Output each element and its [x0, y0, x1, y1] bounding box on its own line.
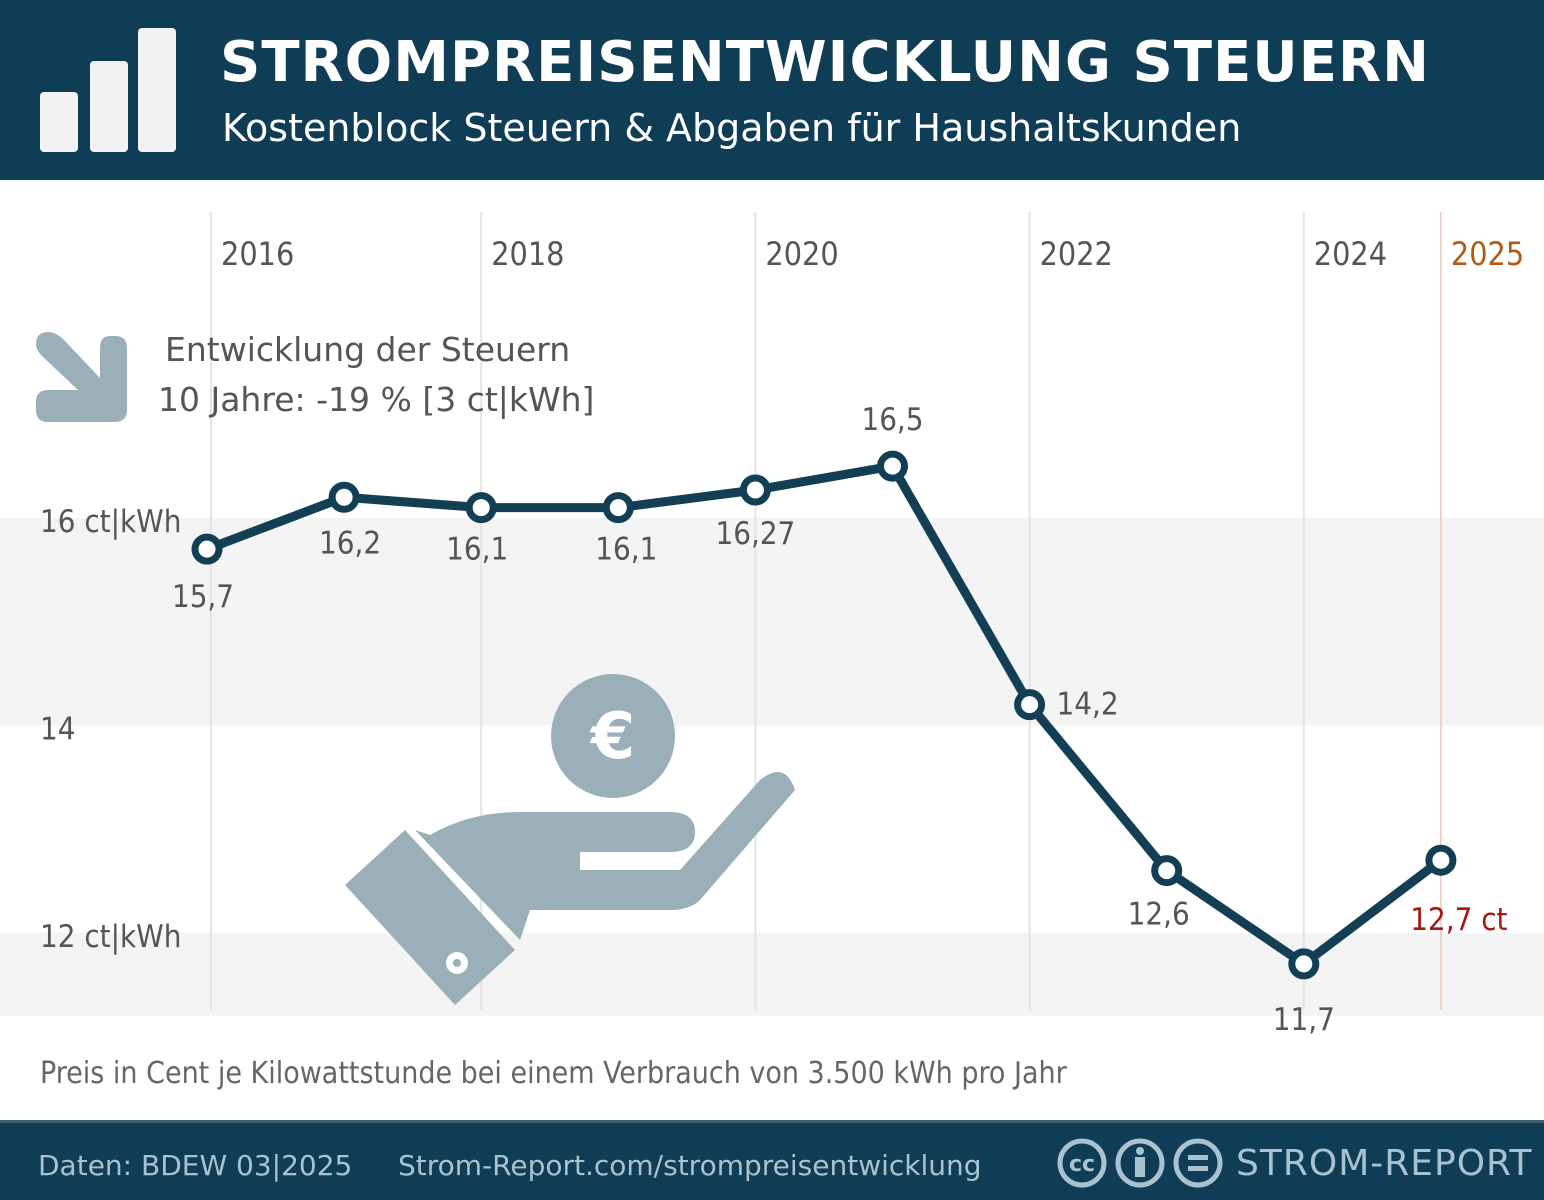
source-link[interactable]: Strom-Report.com/strompreisentwicklung [398, 1149, 982, 1182]
svg-text:€: € [589, 700, 636, 774]
data-label-2024: 11,7 [1273, 1002, 1335, 1038]
x-tick-label: 2018 [491, 235, 564, 273]
data-label-2018: 16,1 [446, 532, 508, 568]
svg-text:cc: cc [1069, 1152, 1095, 1177]
y-tick-label: 14 [40, 711, 75, 747]
x-tick-label: 2024 [1314, 235, 1387, 273]
data-label-2019: 16,1 [595, 532, 657, 568]
license-icons: cc [1057, 1138, 1223, 1188]
chart-note: Preis in Cent je Kilowattstunde bei eine… [40, 1056, 1067, 1091]
data-point-2021 [877, 450, 908, 482]
trend-value: 10 Jahre: -19 % [3 ct|kWh] [158, 380, 595, 419]
data-point-2025 [1425, 844, 1457, 876]
footer: Daten: BDEW 03|2025 Strom-Report.com/str… [0, 1120, 1544, 1200]
page-subtitle: Kostenblock Steuern & Abgaben für Hausha… [222, 106, 1242, 150]
page-title: STROMPREISENTWICKLUNG STEUERN [220, 30, 1430, 95]
arrow-down-right-icon [36, 332, 127, 422]
header: STROMPREISENTWICKLUNG STEUERN Kostenbloc… [0, 0, 1544, 180]
no-derivatives-icon [1173, 1138, 1223, 1188]
data-label-2023: 12,6 [1128, 897, 1190, 933]
data-label-2021: 16,5 [861, 402, 923, 438]
data-line [205, 461, 1444, 969]
hand-euro-icon: € [345, 674, 795, 1005]
data-point-2019 [602, 492, 634, 524]
data-source: Daten: BDEW 03|2025 [38, 1149, 353, 1182]
data-point-2017 [328, 481, 360, 513]
data-point-2022 [1014, 689, 1046, 721]
data-point-2018 [465, 492, 497, 524]
x-tick-label: 2025 [1451, 235, 1524, 273]
brand-logo: STROM-REPORT [1236, 1143, 1533, 1184]
x-tick-label: 2020 [765, 235, 838, 273]
data-label-2017: 16,2 [319, 525, 381, 561]
attribution-icon [1115, 1138, 1165, 1188]
data-point-2016 [191, 533, 223, 565]
trend-title: Entwicklung der Steuern [165, 330, 571, 369]
x-tick-label: 2022 [1040, 235, 1113, 273]
band-below-12 [0, 932, 1544, 1016]
cc-icon: cc [1057, 1138, 1107, 1188]
bar-chart-icon [40, 28, 176, 152]
data-label-2022: 14,2 [1057, 687, 1119, 723]
data-label-2020: 16,27 [715, 516, 795, 552]
data-point-2023 [1151, 855, 1183, 887]
y-tick-label: 16 ct|kWh [40, 504, 181, 540]
x-tick-label: 2016 [221, 235, 294, 273]
data-point-2020 [739, 474, 771, 506]
data-label-2016: 15,7 [172, 579, 234, 615]
line-chart: 2016 2018 2020 2022 2024 2025 16 ct|kWh 14 12 ct… [0, 212, 1544, 1038]
data-label-2025: 12,7 ct [1410, 902, 1507, 938]
data-point-2024 [1288, 948, 1320, 980]
y-tick-label: 12 ct|kWh [40, 919, 181, 955]
band-14-16 [0, 518, 1544, 726]
